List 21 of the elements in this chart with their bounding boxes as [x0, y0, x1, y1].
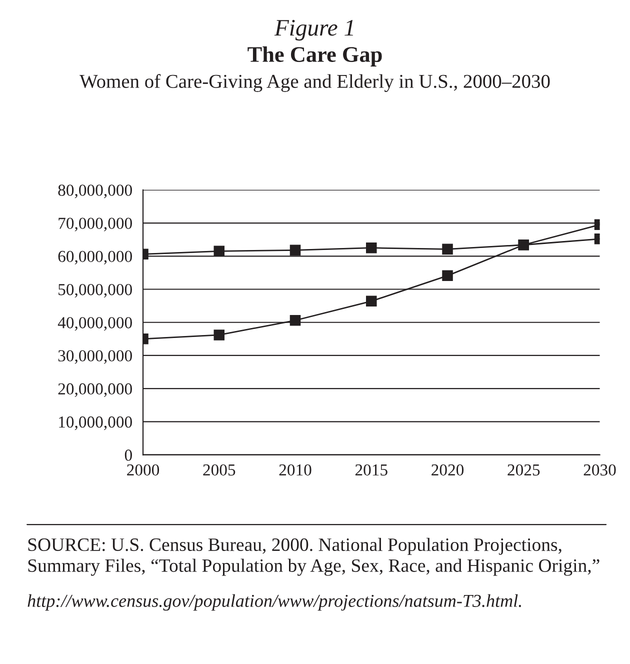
x-tick-label: 2010 — [279, 464, 312, 476]
chart-title: The Care Gap — [248, 46, 382, 67]
y-tick-label: 30,000,000 — [58, 350, 132, 364]
x-tick-label: 2030 — [584, 464, 616, 476]
y-tick-label: 60,000,000 — [58, 250, 132, 264]
y-tick-label: 20,000,000 — [58, 383, 132, 397]
chart-subtitle: Women of Care-Giving Age and Elderly in U.S., 2000–2030 — [80, 74, 550, 92]
x-tick-label: 2025 — [508, 464, 540, 476]
caption: Figure 1 — [274, 20, 354, 41]
y-tick-label: 40,000,000 — [58, 317, 132, 331]
y-tick-label: 80,000,000 — [58, 184, 132, 198]
x-tick-label: 2005 — [203, 464, 236, 476]
x-tick-label: 2015 — [355, 464, 388, 476]
x-tick-label: 2020 — [432, 464, 464, 476]
source-note: SOURCE: U.S. Census Bureau, 2000. National Population Projections, Summary Files, “Total Population by Age, Sex, Race, and Hispanic Origin,” — [28, 538, 600, 576]
y-tick-label: 10,000,000 — [59, 416, 132, 430]
x-tick-label: 2000 — [127, 464, 160, 476]
y-tick-label: 70,000,000 — [58, 218, 132, 232]
text: http://www.census.gov/population/www/projections/natsum-T3.html. — [28, 594, 521, 611]
y-tick-label: 50,000,000 — [58, 284, 132, 298]
y-tick-label: 0 — [124, 450, 132, 461]
